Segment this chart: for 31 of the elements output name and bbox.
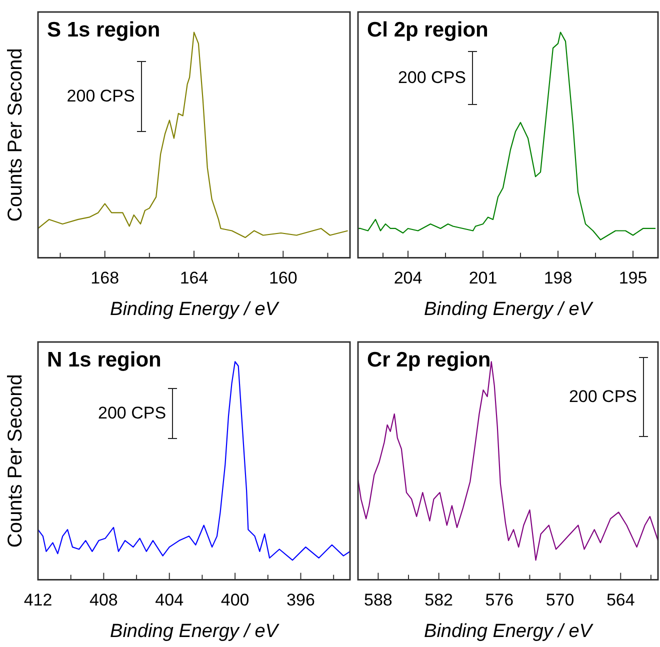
x-tick-label: 168 <box>90 268 120 288</box>
y-axis-title: Counts Per Second <box>4 48 27 222</box>
x-tick-label: 204 <box>394 268 422 288</box>
x-tick-label: 582 <box>424 590 453 610</box>
x-tick-label: 201 <box>468 268 498 288</box>
x-tick-label: 164 <box>180 268 208 288</box>
x-axis-title: Binding Energy / eV <box>110 298 280 320</box>
x-axis-title: Binding Energy / eV <box>424 620 594 642</box>
x-tick-label: 412 <box>24 590 52 610</box>
annotation: 200 CPS <box>98 404 166 423</box>
annotation: 200 CPS <box>398 68 466 88</box>
x-tick-label: 400 <box>220 590 250 610</box>
x-axis-title: Binding Energy / eV <box>424 298 594 320</box>
x-axis-title: Binding Energy / eV <box>110 620 280 642</box>
x-tick-label: 576 <box>485 590 514 610</box>
annotation: 200 CPS <box>568 386 637 406</box>
y-axis-title: Counts Per Second <box>4 374 27 548</box>
x-tick-label: 198 <box>544 268 572 288</box>
x-tick-label: 564 <box>606 590 635 610</box>
annotation: 200 CPS <box>66 86 135 106</box>
x-tick-label: 396 <box>286 590 315 610</box>
chart-title: Cr 2p region <box>367 348 491 372</box>
chart-title: Cl 2p region <box>367 18 488 42</box>
x-tick-label: 160 <box>268 268 298 288</box>
x-tick-label: 588 <box>364 590 392 610</box>
x-tick-label: 195 <box>618 268 648 288</box>
chart-title: S 1s region <box>47 18 160 42</box>
chart-title: N 1s region <box>47 348 162 372</box>
x-tick-label: 570 <box>546 590 574 610</box>
x-tick-label: 408 <box>89 590 118 610</box>
x-tick-label: 404 <box>155 590 184 610</box>
